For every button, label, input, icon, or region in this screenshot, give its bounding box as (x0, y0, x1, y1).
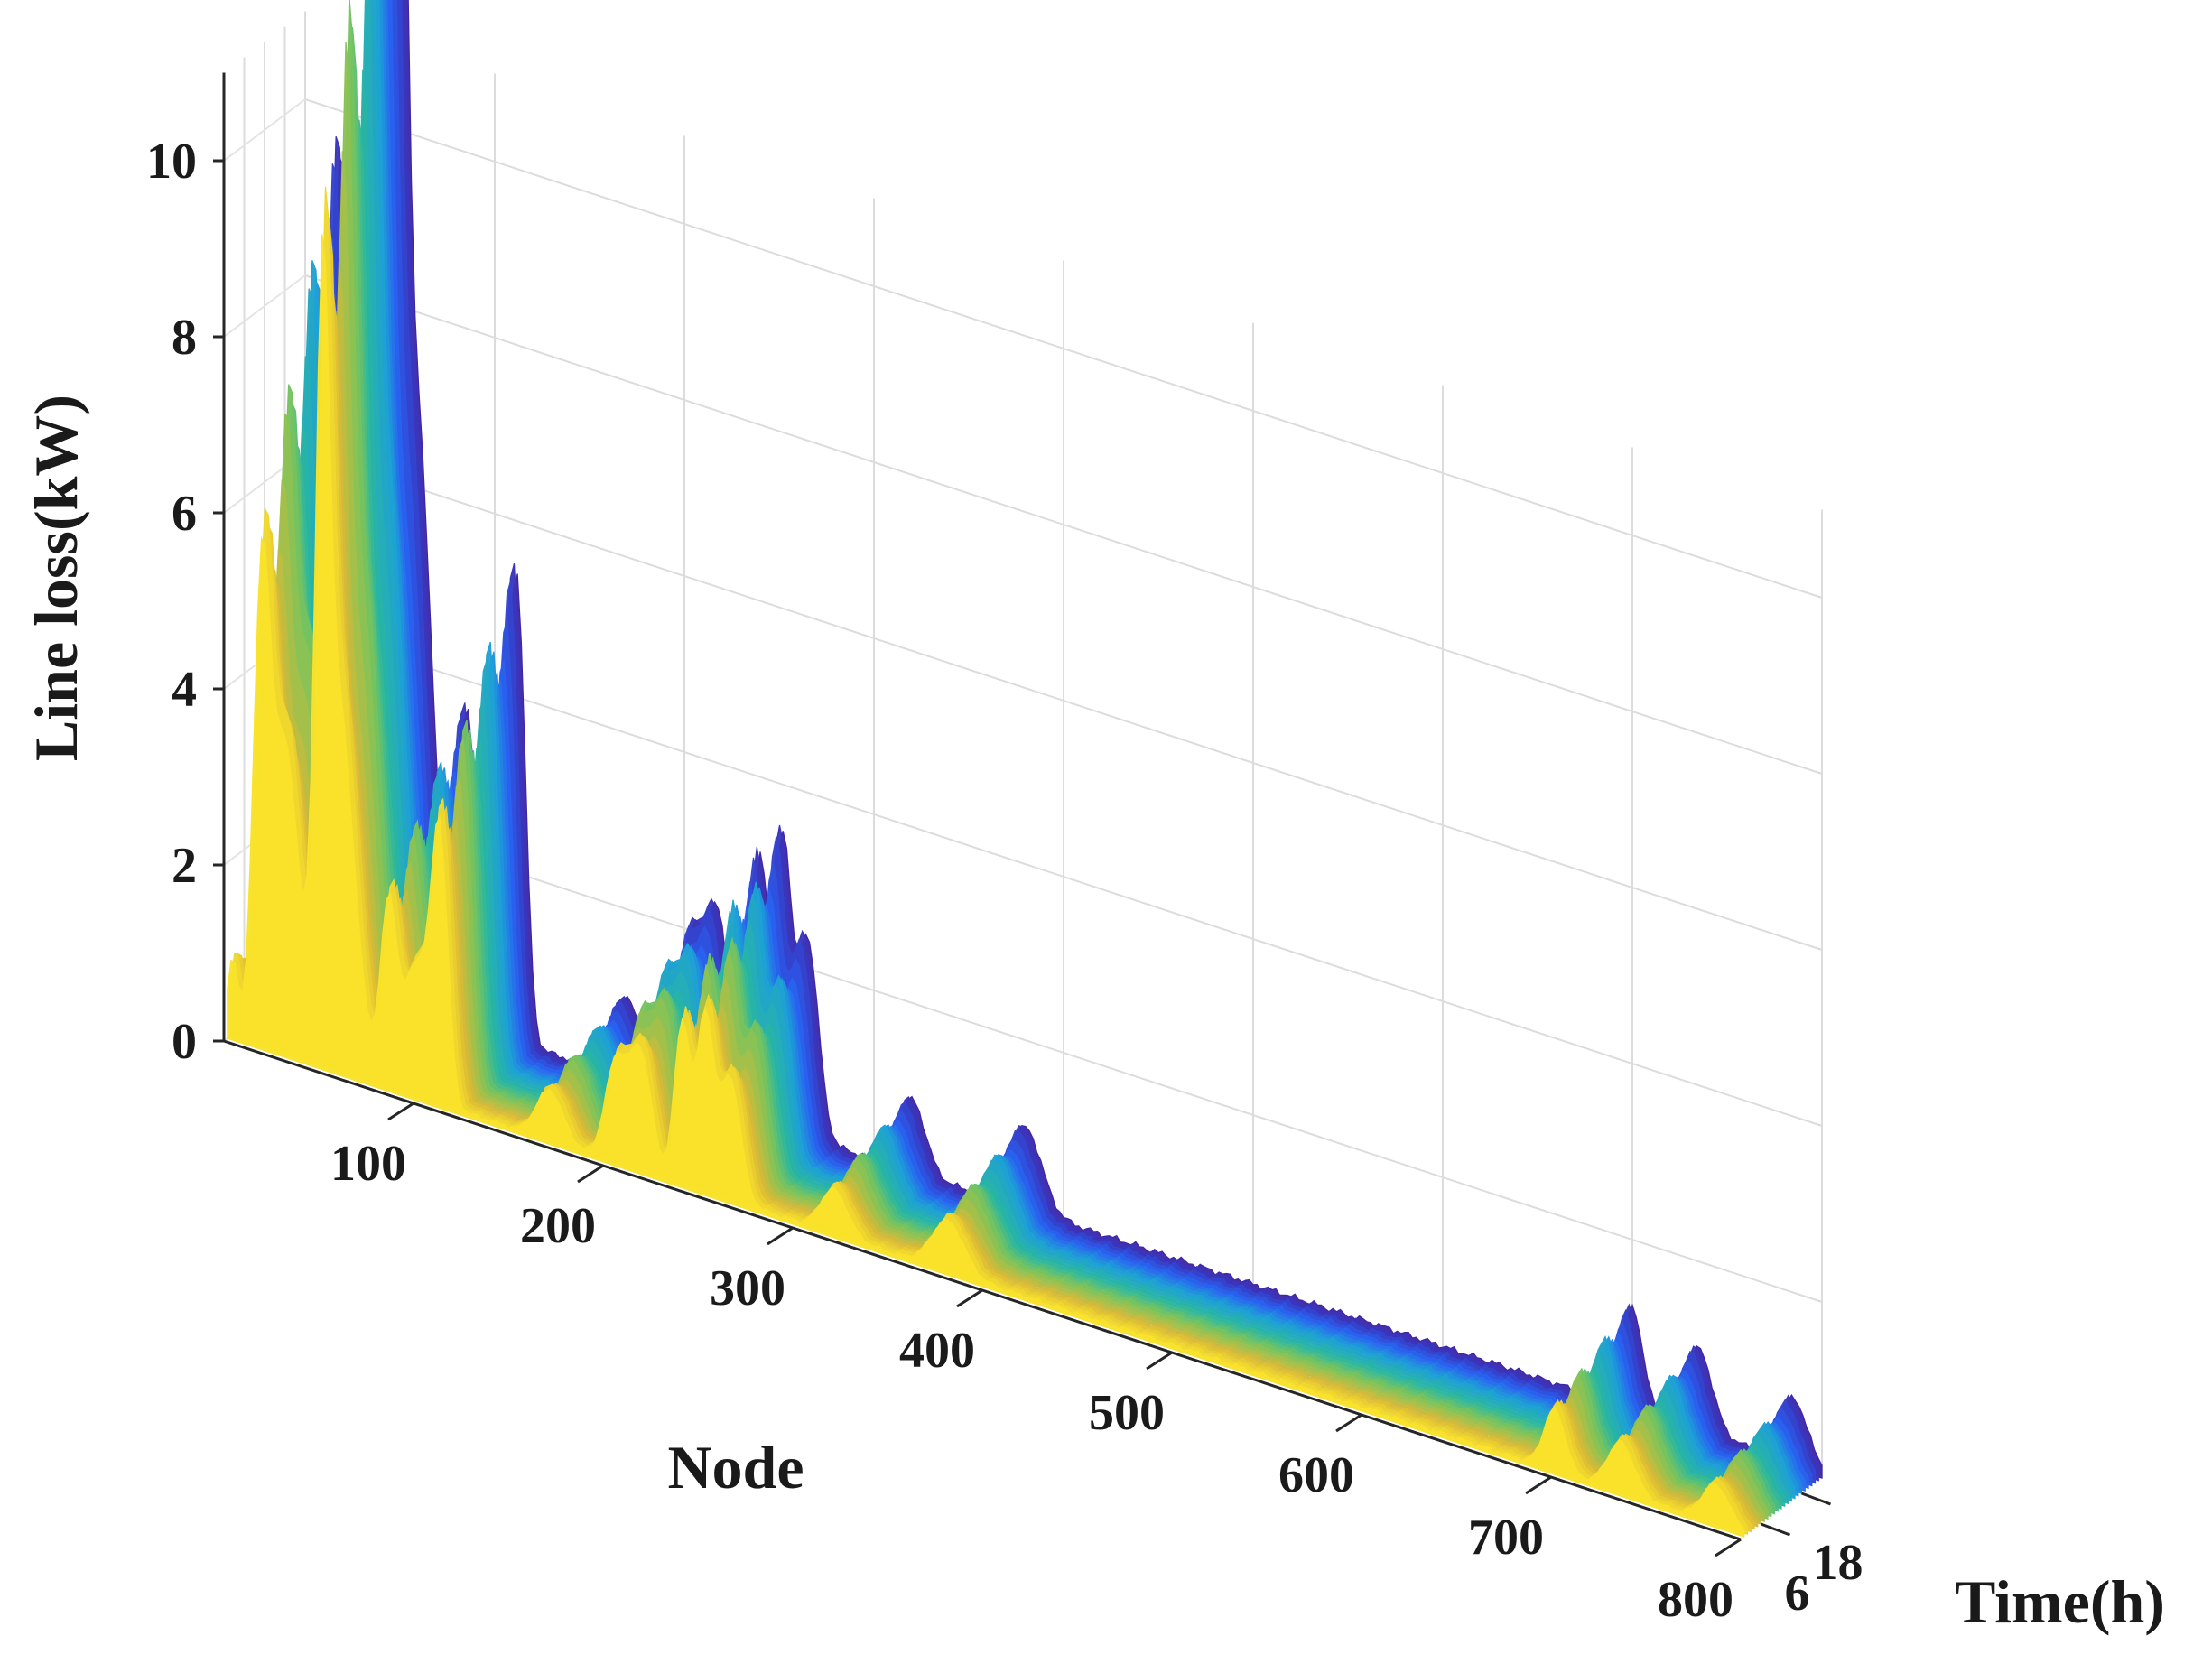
node-tick-label: 300 (710, 1260, 785, 1316)
z-tick-label: 8 (172, 310, 197, 366)
surface-slice (227, 234, 1745, 1539)
node-tick-label: 700 (1468, 1510, 1544, 1566)
node-tick-label: 800 (1658, 1572, 1733, 1628)
node-tick-mark (1335, 1413, 1362, 1433)
z-tick-label: 6 (172, 486, 197, 542)
node-tick-mark (387, 1102, 414, 1121)
y-axis-title: Time(h) (1955, 1567, 2165, 1636)
node-tick-mark (1525, 1475, 1552, 1495)
node-tick-mark (1715, 1538, 1742, 1557)
surface-slice (260, 91, 1779, 1512)
surface-slice (256, 26, 1776, 1515)
node-tick-label: 200 (520, 1198, 596, 1254)
node-tick-label: 400 (899, 1323, 975, 1379)
node-tick-label: 100 (330, 1136, 406, 1192)
z-tick-label: 4 (172, 662, 197, 718)
z-axis-title: Line loss(kW) (22, 395, 90, 761)
surface-slice (240, 311, 1759, 1528)
surface-slice (233, 217, 1752, 1533)
surface-slice (267, 69, 1786, 1508)
x-axis-title: Node (667, 1433, 804, 1501)
z-tick-label: 10 (146, 134, 197, 190)
node-tick-mark (577, 1164, 604, 1184)
grid-line-side (223, 274, 306, 338)
z-tick-label: 2 (172, 838, 197, 894)
surface-slice (250, 41, 1769, 1520)
time-tick-mark (1800, 1492, 1832, 1506)
node-tick-label: 600 (1278, 1447, 1354, 1503)
surface-slice (246, 151, 1765, 1523)
surface-slice (229, 186, 1749, 1536)
surface-slice (294, 0, 1813, 1487)
node-tick-mark (767, 1226, 794, 1246)
surface-slice (264, 119, 1782, 1510)
surface-slice (297, 0, 1817, 1484)
time-tick-label: 6 (1785, 1566, 1810, 1622)
grid-line-side (223, 98, 306, 162)
time-tick-mark (1760, 1522, 1791, 1537)
time-tick-label: 18 (1813, 1535, 1863, 1591)
node-tick-mark (1146, 1351, 1173, 1371)
z-tick-label: 0 (172, 1014, 197, 1070)
node-tick-label: 500 (1089, 1385, 1165, 1441)
node-tick-mark (956, 1288, 983, 1308)
surface-layer (227, 0, 1823, 1539)
